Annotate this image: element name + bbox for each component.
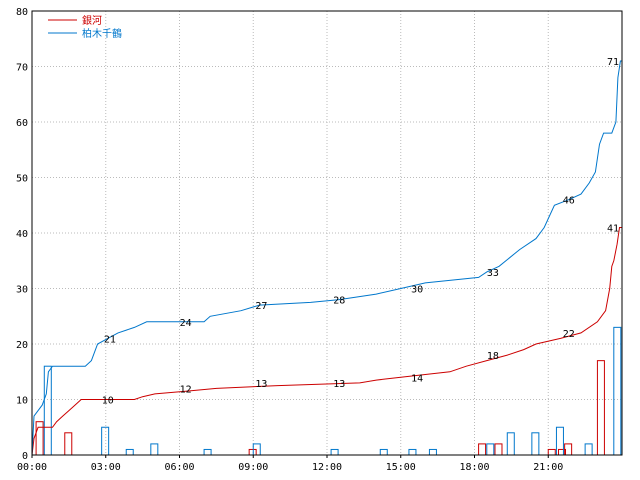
data-label: 12: [180, 384, 192, 395]
plot-frame: [31, 10, 623, 456]
y-tick-label: 60: [16, 118, 28, 129]
y-axis-ticks: 0 10 20 30 40 50 60 70 80: [16, 7, 28, 462]
data-label: 24: [180, 318, 192, 329]
data-label: 13: [333, 379, 345, 390]
series-lines: [31, 60, 622, 456]
data-label: 30: [411, 285, 423, 296]
y-tick-label: 20: [16, 340, 28, 351]
x-tick-label: 12:00: [312, 462, 342, 473]
data-label: 21: [104, 334, 116, 345]
grid-lines: [32, 11, 622, 455]
x-tick-label: 18:00: [459, 462, 489, 473]
data-label: 18: [487, 351, 499, 362]
data-label: 28: [333, 296, 345, 307]
data-label: 13: [255, 379, 267, 390]
data-label: 41: [607, 223, 619, 234]
x-tick-label: 06:00: [164, 462, 194, 473]
data-label: 71: [607, 57, 619, 68]
data-label: 14: [411, 373, 423, 384]
y-tick-label: 30: [16, 285, 28, 296]
legend-label: 柏木千鶴: [82, 27, 122, 40]
data-label: 46: [563, 196, 575, 207]
series-line: [31, 227, 622, 456]
x-tick-label: 15:00: [386, 462, 416, 473]
data-label: 22: [563, 329, 575, 340]
data-label: 10: [102, 396, 114, 407]
legend-label: 銀河: [82, 14, 102, 27]
x-tick-label: 03:00: [91, 462, 121, 473]
y-tick-label: 40: [16, 229, 28, 240]
y-tick-label: 0: [22, 451, 28, 462]
y-tick-label: 70: [16, 63, 28, 74]
value-labels: 10 12 13 13 14 18 22 41 21 24 27 28 30 33 46 71: [102, 57, 619, 407]
x-tick-label: 00:00: [17, 462, 47, 473]
x-tick-label: 21:00: [533, 462, 563, 473]
y-tick-label: 10: [16, 396, 28, 407]
data-label: 27: [255, 301, 267, 312]
y-tick-label: 80: [16, 7, 28, 18]
x-axis-ticks: 00:00 03:00 06:00 09:00 12:00 15:00 18:00 21:00: [17, 455, 563, 473]
data-label: 33: [487, 268, 499, 279]
y-tick-label: 50: [16, 174, 28, 185]
x-tick-label: 09:00: [238, 462, 268, 473]
series-line: [31, 60, 622, 456]
